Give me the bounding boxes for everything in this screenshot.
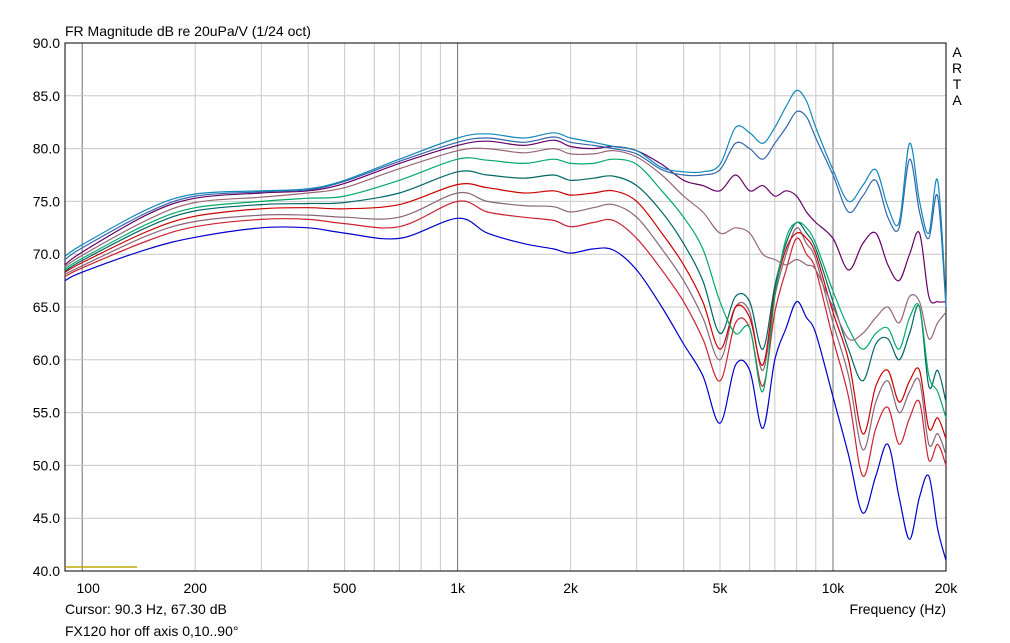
series-line-7 <box>64 139 947 304</box>
x-tick-label: 2k <box>563 580 579 596</box>
y-tick-label: 55.0 <box>33 405 60 421</box>
side-label-letter: A <box>952 92 962 108</box>
series-line-8 <box>64 110 947 308</box>
plot-grid <box>65 42 946 572</box>
y-tick-label: 60.0 <box>33 352 60 368</box>
measurement-description: FX120 hor off axis 0,10..90° <box>65 623 238 639</box>
series-group <box>64 89 947 561</box>
y-tick-label: 40.0 <box>33 563 60 579</box>
x-tick-labels: 100 200 500 1k 2k 5k 10k 20k <box>77 580 959 596</box>
y-tick-label: 65.0 <box>33 299 60 315</box>
x-tick-label: 200 <box>184 580 208 596</box>
side-label-letter: A <box>952 44 962 60</box>
cursor-readout: Cursor: 90.3 Hz, 67.30 dB <box>65 601 227 617</box>
series-line-4 <box>64 170 947 403</box>
y-tick-label: 50.0 <box>33 457 60 473</box>
x-tick-label: 1k <box>450 580 466 596</box>
y-tick-label: 45.0 <box>33 510 60 526</box>
series-line-3 <box>64 183 947 440</box>
y-tick-label: 70.0 <box>33 246 60 262</box>
y-tick-label: 80.0 <box>33 141 60 157</box>
x-tick-label: 500 <box>333 580 357 596</box>
series-line-0 <box>64 217 947 561</box>
side-label-letter: R <box>952 60 962 76</box>
series-line-6 <box>64 147 947 341</box>
y-tick-labels: 90.0 85.0 80.0 75.0 70.0 65.0 60.0 55.0 50.0 45.0… <box>33 35 60 579</box>
y-tick-label: 90.0 <box>33 35 60 51</box>
x-tick-label: 20k <box>935 580 959 596</box>
series-line-1 <box>64 200 947 477</box>
series-line-9 <box>64 89 947 302</box>
chart-title: FR Magnitude dB re 20uPa/V (1/24 oct) <box>65 23 311 39</box>
x-tick-label: 5k <box>713 580 729 596</box>
series-line-2 <box>64 191 947 456</box>
y-tick-label: 75.0 <box>33 193 60 209</box>
side-label-letter: T <box>953 76 962 92</box>
y-tick-label: 85.0 <box>33 88 60 104</box>
x-axis-label: Frequency (Hz) <box>850 601 946 617</box>
series-line-5 <box>64 157 947 419</box>
x-tick-label: 100 <box>77 580 101 596</box>
x-tick-label: 10k <box>822 580 846 596</box>
